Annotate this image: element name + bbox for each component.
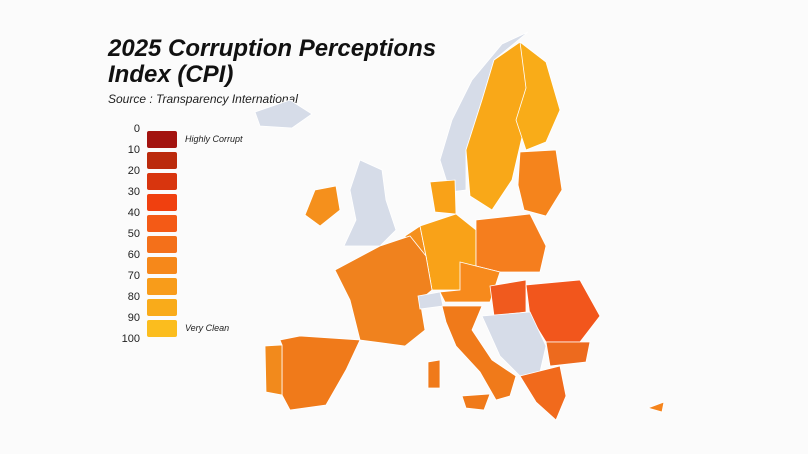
legend-swatch [147, 152, 177, 169]
legend-swatch [147, 236, 177, 253]
czechia-austria [439, 261, 501, 303]
spain [279, 335, 361, 411]
ireland [304, 185, 341, 227]
sicily [461, 393, 491, 411]
baltics [517, 149, 563, 217]
legend-tick-label: 30 [128, 186, 140, 198]
legend-tick-label: 10 [128, 144, 140, 156]
legend-tick-label: 40 [128, 207, 140, 219]
legend-tick-label: 100 [122, 333, 140, 345]
uk [343, 159, 397, 247]
sardinia [427, 359, 441, 389]
legend-tick-label: 50 [128, 228, 140, 240]
legend-tick-label: 20 [128, 165, 140, 177]
portugal [264, 344, 283, 396]
poland [475, 213, 547, 273]
legend-swatch [147, 320, 177, 337]
france [334, 235, 433, 347]
legend: 0 10 20 30 40 50 60 70 80 90 100 Highly Corrupt Very… [122, 123, 243, 345]
europe-map [254, 31, 665, 421]
legend-swatch [147, 257, 177, 274]
legend-tick-label: 60 [128, 249, 140, 261]
legend-swatch [147, 278, 177, 295]
greece [519, 365, 567, 421]
legend-swatch [147, 131, 177, 148]
legend-low-label: Highly Corrupt [185, 134, 243, 144]
legend-tick-label: 0 [134, 123, 140, 135]
legend-swatch [147, 299, 177, 316]
legend-swatch [147, 173, 177, 190]
legend-tick-label: 90 [128, 312, 140, 324]
legend-tick-label: 70 [128, 270, 140, 282]
source: Source : Transparency International [108, 92, 298, 106]
legend-high-label: Very Clean [185, 323, 229, 333]
title-line: 2025 Corruption Perceptions [107, 35, 436, 62]
bulgaria [545, 341, 591, 367]
iceland [254, 99, 313, 129]
title-line: Index (CPI) [108, 61, 233, 88]
legend-swatch [147, 215, 177, 232]
legend-swatch [147, 194, 177, 211]
denmark [429, 179, 457, 215]
hungary [489, 279, 527, 317]
cyprus [646, 401, 665, 413]
legend-tick-label: 80 [128, 291, 140, 303]
italy [441, 305, 517, 401]
finland [515, 41, 561, 151]
